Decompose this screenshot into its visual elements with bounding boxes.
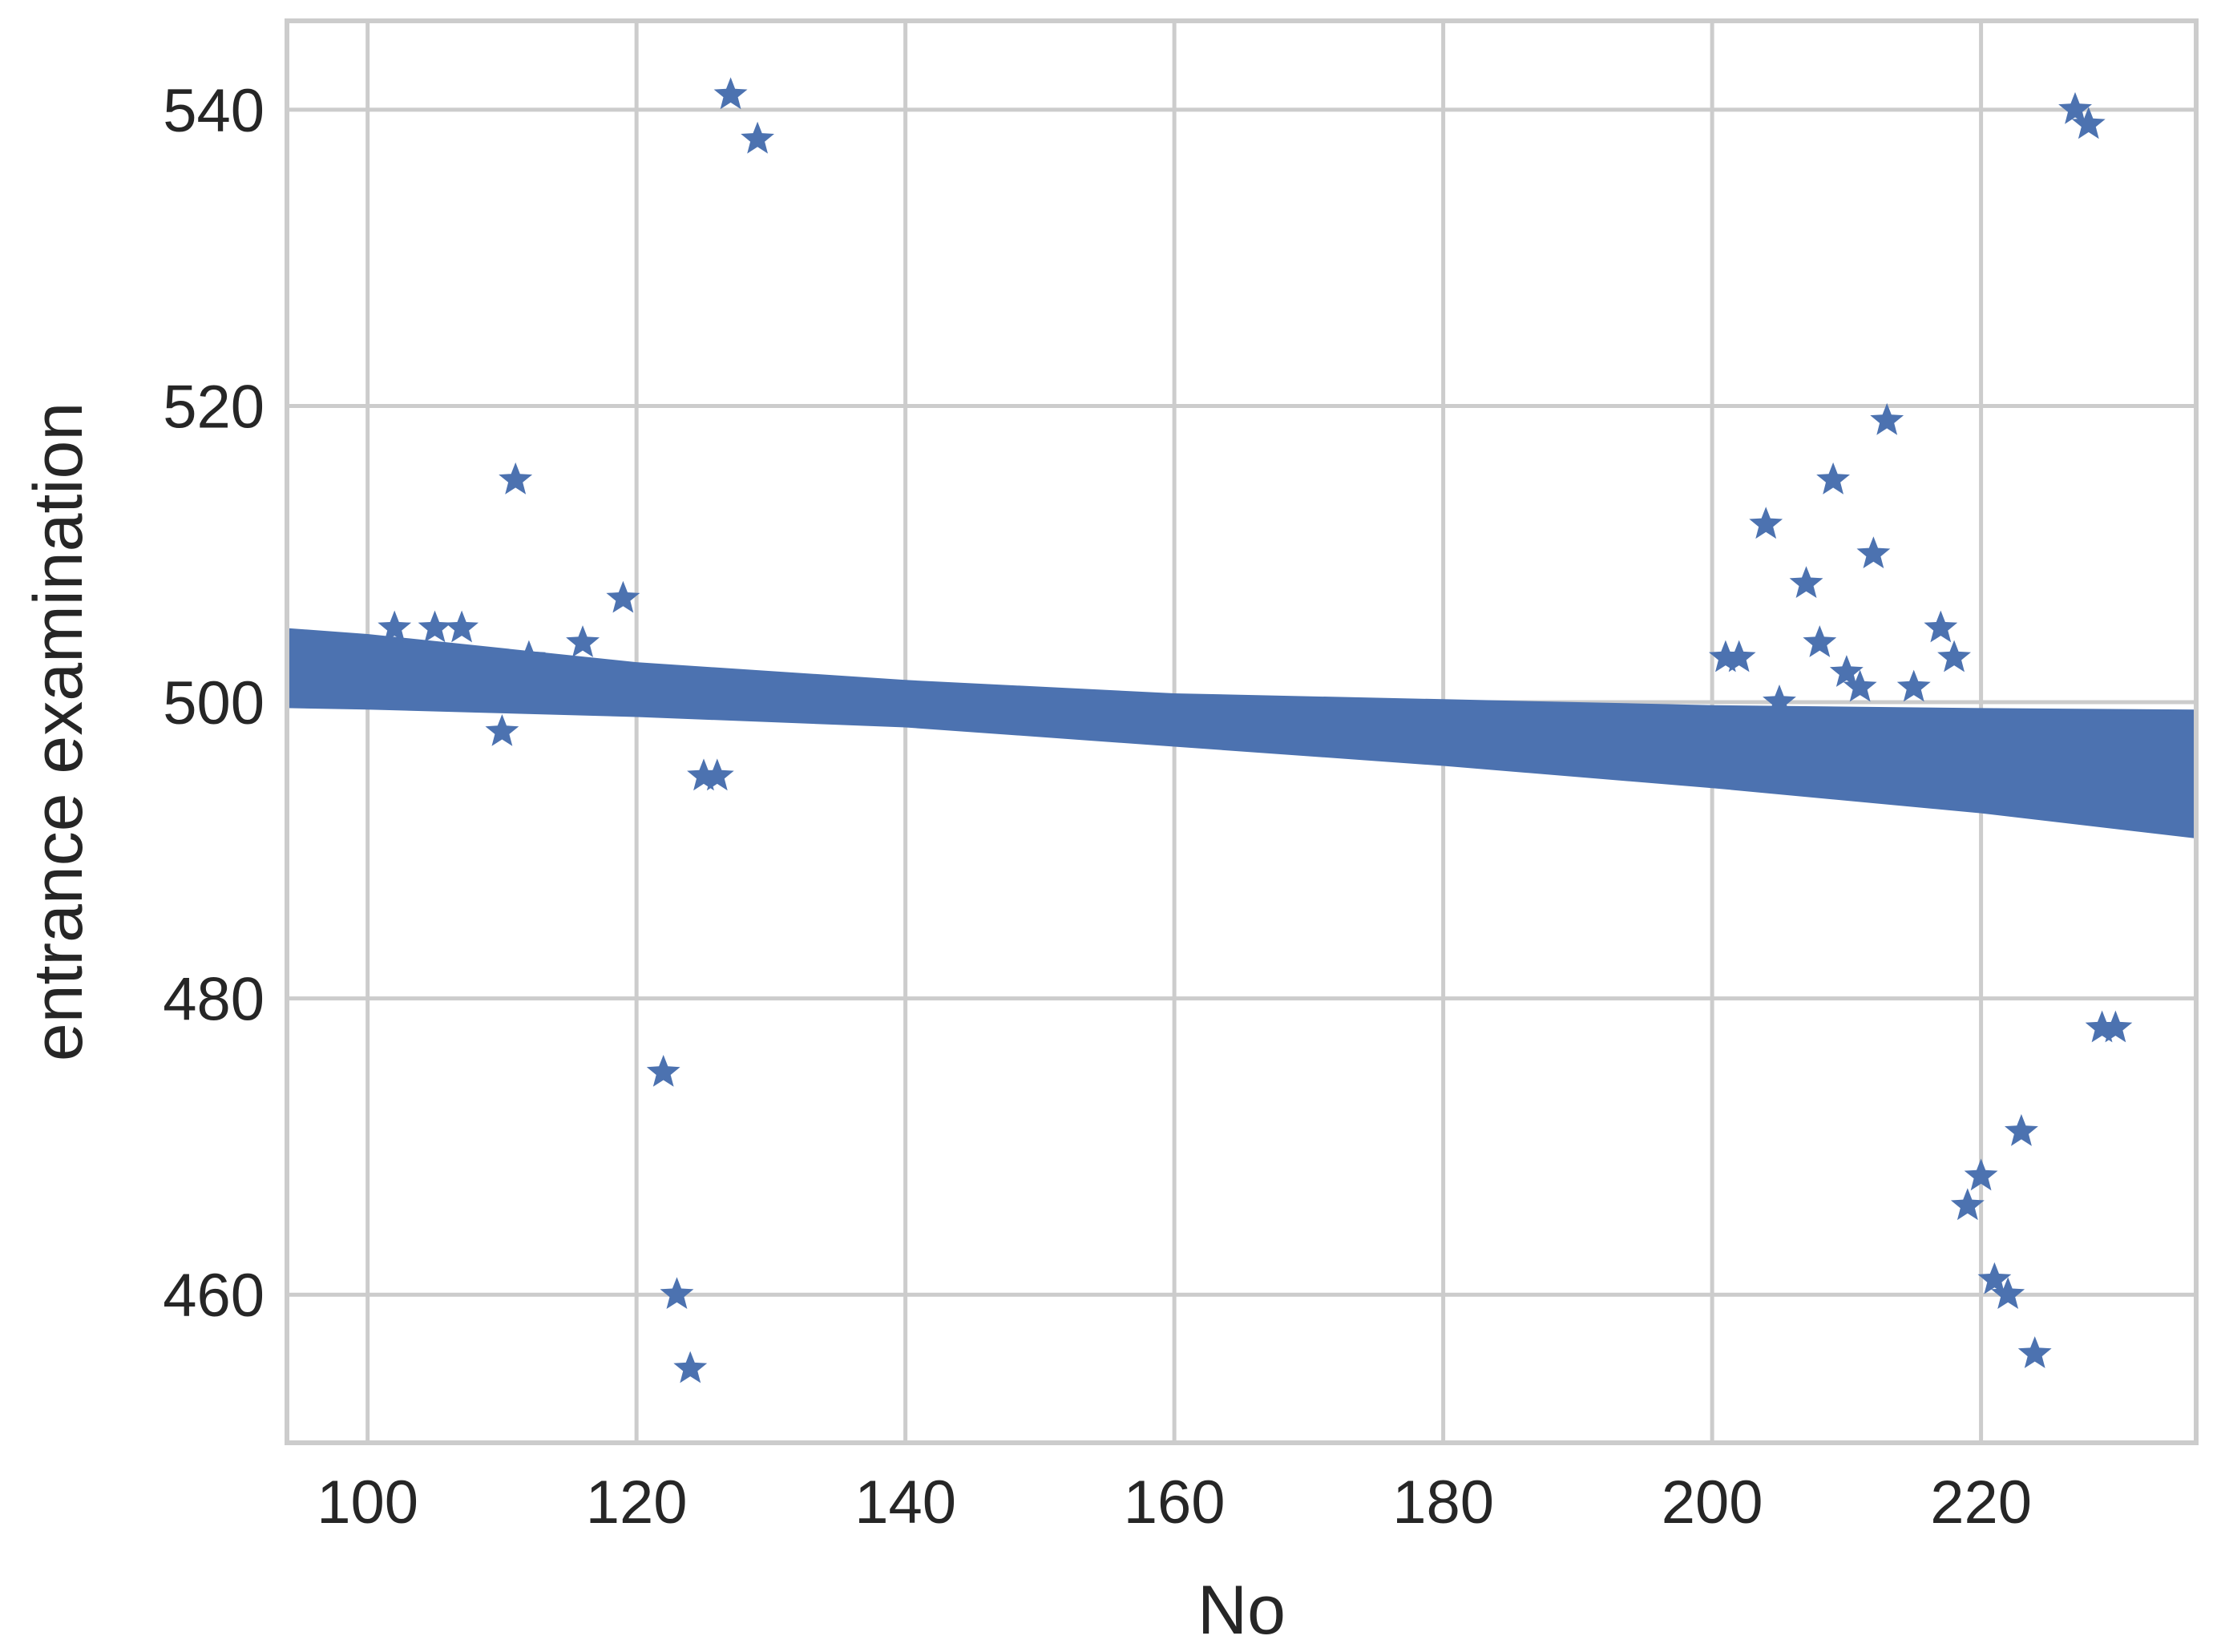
data-point-7 — [606, 580, 640, 613]
x-tick-labels: 100 120 140 160 180 200 220 — [317, 1468, 2032, 1537]
regression-band — [287, 628, 2196, 838]
data-point-14 — [741, 121, 774, 154]
data-point-12 — [700, 758, 734, 791]
data-point-24 — [1856, 536, 1891, 568]
confidence-band — [287, 628, 2196, 838]
data-point-4 — [499, 462, 533, 495]
y-tick-label-480: 480 — [163, 966, 265, 1034]
data-point-19 — [1789, 566, 1823, 598]
x-tick-label-220: 220 — [1930, 1468, 2032, 1537]
x-tick-label-200: 200 — [1662, 1468, 1763, 1537]
data-point-1 — [418, 610, 452, 643]
x-axis-label: No — [1197, 1572, 1286, 1649]
data-point-0 — [378, 610, 412, 643]
data-point-16 — [1722, 640, 1756, 673]
data-point-33 — [2005, 1113, 2038, 1146]
data-points — [378, 77, 2133, 1383]
data-point-3 — [485, 714, 519, 746]
data-point-35 — [2058, 91, 2092, 124]
data-point-2 — [445, 610, 479, 643]
x-tick-label-160: 160 — [1124, 1468, 1226, 1537]
data-point-20 — [1803, 625, 1837, 657]
plot-frame — [285, 18, 2199, 1445]
x-tick-label-180: 180 — [1392, 1468, 1494, 1537]
data-point-9 — [660, 1277, 694, 1309]
data-point-11 — [687, 758, 721, 791]
data-point-10 — [673, 1351, 708, 1383]
y-tick-label-500: 500 — [163, 669, 265, 737]
data-point-18 — [1763, 685, 1796, 717]
y-tick-label-520: 520 — [163, 373, 265, 441]
data-point-8 — [646, 1055, 680, 1087]
data-point-5 — [512, 640, 546, 673]
data-point-27 — [1924, 610, 1958, 643]
x-tick-label-100: 100 — [317, 1468, 418, 1537]
data-point-13 — [713, 77, 748, 110]
data-point-31 — [1977, 1262, 2012, 1295]
y-tick-labels: 460 480 500 520 540 — [163, 77, 265, 1330]
y-tick-label-460: 460 — [163, 1262, 265, 1330]
y-axis-label: entrance examination — [20, 402, 97, 1061]
data-point-32 — [1991, 1277, 2025, 1309]
data-point-36 — [2071, 107, 2106, 139]
data-point-37 — [2085, 1010, 2119, 1043]
data-point-21 — [1816, 462, 1850, 495]
data-point-38 — [2098, 1010, 2133, 1043]
data-point-30 — [1964, 1158, 1998, 1191]
data-point-15 — [1709, 640, 1743, 673]
x-tick-label-120: 120 — [586, 1468, 688, 1537]
x-tick-label-140: 140 — [854, 1468, 956, 1537]
data-point-23 — [1843, 669, 1877, 702]
data-point-29 — [1950, 1188, 1985, 1221]
data-point-6 — [566, 625, 600, 657]
data-point-28 — [1937, 640, 1971, 673]
data-point-22 — [1829, 655, 1864, 687]
data-point-34 — [2017, 1336, 2052, 1368]
y-tick-label-540: 540 — [163, 77, 265, 145]
data-point-26 — [1896, 669, 1931, 702]
data-point-17 — [1749, 507, 1783, 539]
data-point-25 — [1870, 402, 1904, 435]
